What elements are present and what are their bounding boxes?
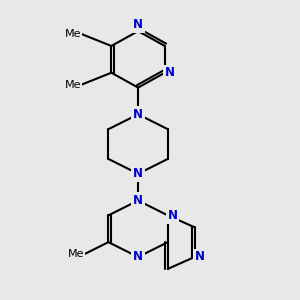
Text: Me: Me [65, 29, 82, 39]
Text: N: N [133, 250, 143, 263]
Text: N: N [165, 66, 175, 79]
Text: N: N [133, 108, 143, 121]
Text: Me: Me [65, 80, 82, 90]
Text: Me: Me [68, 249, 85, 259]
Text: N: N [195, 250, 205, 263]
Text: N: N [133, 194, 143, 207]
Text: N: N [133, 18, 143, 31]
Text: N: N [168, 209, 178, 222]
Text: N: N [133, 167, 143, 180]
